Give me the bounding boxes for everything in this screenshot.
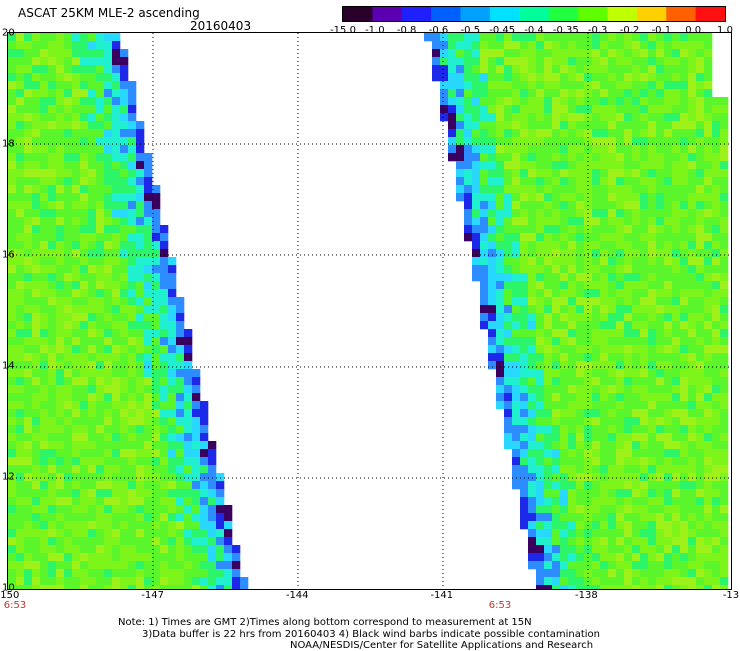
map-title: ASCAT 25KM MLE-2 ascending (18, 6, 200, 20)
latitude-tick-label: 14 (2, 360, 15, 372)
colorbar-segment (401, 7, 432, 21)
colorbar-tick-label: -0.8 (396, 25, 417, 36)
colorbar-segment (636, 7, 667, 21)
colorbar-tick-label: -0.1 (651, 25, 672, 36)
colorbar-tick-label: -0.3 (587, 25, 608, 36)
colorbar-segment (489, 7, 520, 21)
time-label-right: 6:53 (488, 600, 512, 611)
colorbar-segment (548, 7, 579, 21)
latitude-tick-label: 18 (2, 138, 15, 150)
colorbar-tick-label: 1.0 (717, 25, 733, 36)
colorbar-segment (372, 7, 403, 21)
longitude-tick-label: -150 (0, 590, 20, 601)
colorbar-segment (431, 7, 462, 21)
colorbar-segment (460, 7, 491, 21)
longitude-tick-label: -13 (722, 590, 740, 601)
colorbar-segment (519, 7, 550, 21)
latitude-tick-label: 10 (2, 582, 15, 594)
latitude-tick-label: 12 (2, 471, 15, 483)
footer-credit: NOAA/NESDIS/Center for Satellite Applica… (290, 640, 594, 651)
colorbar-segment (607, 7, 638, 21)
colorbar-segment (343, 7, 373, 21)
latitude-tick-label: 20 (2, 27, 15, 39)
colorbar-segment (578, 7, 608, 21)
time-label-left: 6:53 (3, 600, 27, 611)
footer-note-1: Note: 1) Times are GMT 2)Times along bot… (118, 617, 532, 628)
colorbar-tick-label: -15.0 (330, 25, 356, 36)
colorbar-tick-label: -0.5 (460, 25, 481, 36)
longitude-tick-label: -147 (141, 590, 164, 601)
colorbar-tick-label: -0.45 (489, 25, 516, 36)
latitude-tick-label: 16 (2, 249, 15, 261)
longitude-tick-label: -138 (575, 590, 598, 601)
map-date: 20160403 (190, 19, 252, 33)
colorbar-segment (695, 7, 725, 21)
longitude-tick-label: -144 (285, 590, 309, 601)
colorbar-tick-label: -0.4 (524, 25, 544, 36)
longitude-tick-label: -141 (430, 590, 454, 601)
colorbar-tick-label: -1.0 (365, 25, 385, 36)
colorbar (342, 6, 726, 22)
colorbar-tick-label: -0.2 (619, 25, 640, 36)
swath-map (7, 32, 732, 590)
colorbar-tick-label: -0.6 (428, 25, 449, 36)
colorbar-segment (666, 7, 697, 21)
colorbar-tick-label: 0.0 (685, 25, 702, 36)
colorbar-tick-label: -0.35 (552, 25, 579, 36)
footer-note-2: 3)Data buffer is 22 hrs from 20160403 4)… (142, 629, 600, 640)
